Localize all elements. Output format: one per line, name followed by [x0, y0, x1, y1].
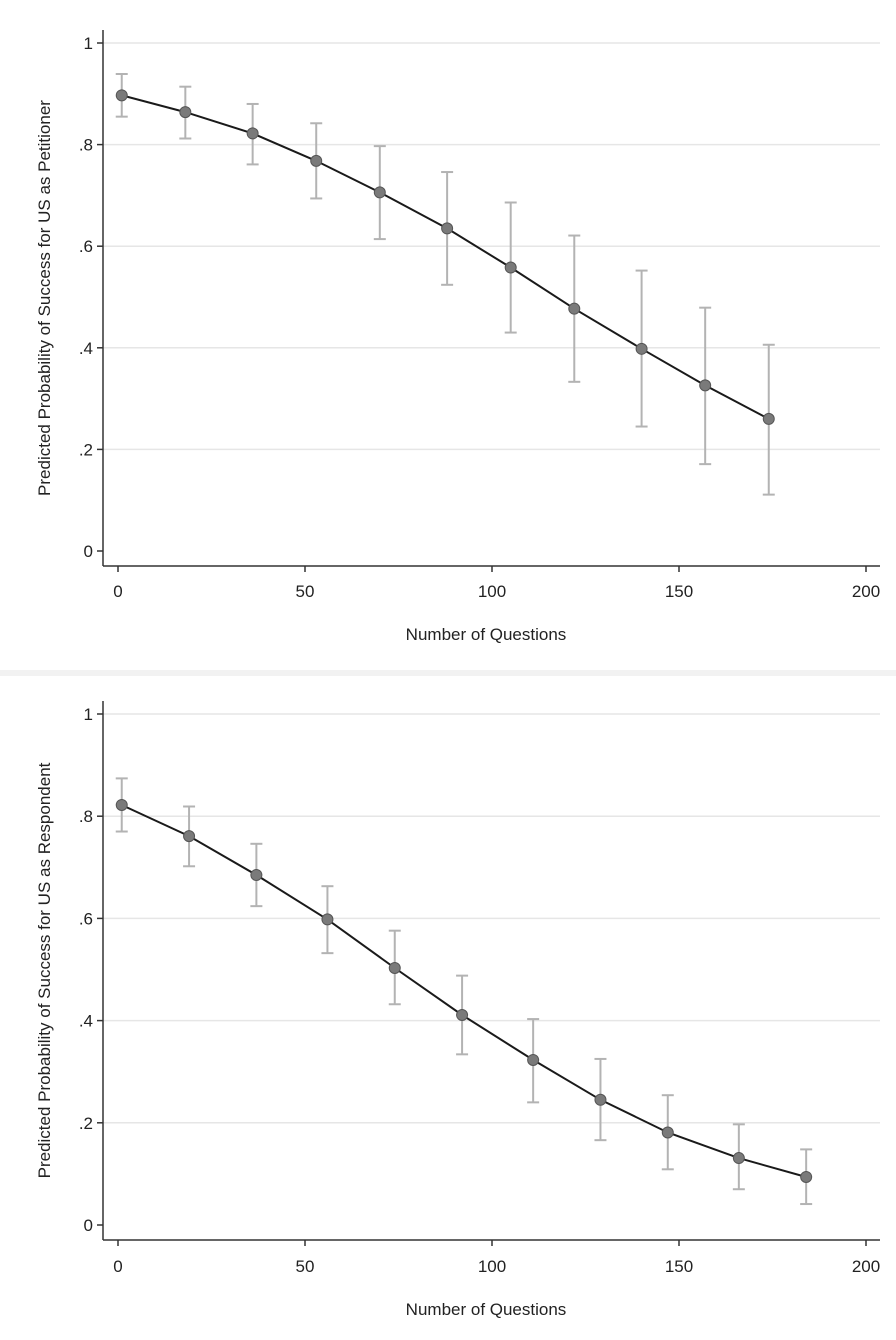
axes [102, 30, 880, 567]
data-point-10 [800, 1170, 813, 1183]
y-tick-label-3: .6 [79, 237, 93, 256]
series-line [121, 804, 807, 1178]
y-tick-label-4: .8 [79, 136, 93, 155]
data-point-3 [321, 913, 334, 926]
data-point-0 [115, 89, 128, 102]
data-points [115, 89, 775, 425]
error-bars [115, 777, 813, 1206]
y-axis-label: Predicted Probability of Success for US … [35, 100, 54, 496]
data-point-7 [568, 302, 581, 315]
y-tick-label-0: 0 [84, 542, 93, 561]
data-points [115, 798, 813, 1183]
y-tick-label-0: 0 [84, 1216, 93, 1235]
data-point-1 [179, 106, 192, 119]
x-tick-label-2: 100 [478, 582, 506, 601]
y-tick-label-2: .4 [79, 1012, 93, 1031]
x-tick-label-0: 0 [113, 1257, 122, 1276]
y-tick-label-5: 1 [84, 34, 93, 53]
data-point-10 [762, 412, 775, 425]
data-point-9 [699, 379, 712, 392]
data-point-6 [504, 261, 517, 274]
y-tick-label-4: .8 [79, 807, 93, 826]
x-tick-label-1: 50 [296, 582, 315, 601]
data-point-8 [661, 1126, 674, 1139]
y-tick-label-5: 1 [84, 705, 93, 724]
grid [103, 713, 880, 1124]
data-point-7 [594, 1093, 607, 1106]
chart-panel-petitioner: 0 .2 .4 .6 .8 1 0 50 100 150 200 Number of Questi… [0, 0, 896, 670]
data-point-4 [373, 186, 386, 199]
y-tick-labels: 0 .2 .4 .6 .8 1 [79, 34, 103, 561]
x-tick-label-1: 50 [296, 1257, 315, 1276]
respondent-chart: 0 .2 .4 .6 .8 1 0 50 100 150 200 Number of Questi… [35, 701, 880, 1319]
data-point-1 [183, 830, 196, 843]
x-tick-label-3: 150 [665, 1257, 693, 1276]
data-point-3 [310, 154, 323, 167]
data-point-4 [388, 961, 401, 974]
error-bars [115, 72, 775, 496]
x-tick-label-0: 0 [113, 582, 122, 601]
x-axis-label: Number of Questions [406, 625, 567, 644]
y-tick-label-3: .6 [79, 909, 93, 928]
petitioner-chart: 0 .2 .4 .6 .8 1 0 50 100 150 200 Number of Questi… [35, 30, 880, 644]
y-tick-labels: 0 .2 .4 .6 .8 1 [79, 705, 103, 1235]
y-tick-label-1: .2 [79, 440, 93, 459]
x-tick-labels: 0 50 100 150 200 [113, 1240, 880, 1276]
data-point-0 [115, 798, 128, 811]
x-tick-label-4: 200 [852, 1257, 880, 1276]
axes [102, 701, 880, 1241]
data-point-5 [456, 1008, 469, 1021]
data-point-2 [250, 868, 263, 881]
x-tick-label-4: 200 [852, 582, 880, 601]
data-point-2 [246, 127, 259, 140]
data-point-5 [441, 222, 454, 235]
grid [103, 42, 880, 451]
x-axis-label: Number of Questions [406, 1300, 567, 1319]
x-tick-label-2: 100 [478, 1257, 506, 1276]
series-line [121, 94, 770, 420]
data-point-9 [732, 1152, 745, 1165]
y-tick-label-2: .4 [79, 339, 93, 358]
data-point-8 [635, 342, 648, 355]
chart-panel-respondent: 0 .2 .4 .6 .8 1 0 50 100 150 200 Number of Questi… [0, 676, 896, 1340]
x-tick-label-3: 150 [665, 582, 693, 601]
y-tick-label-1: .2 [79, 1114, 93, 1133]
x-tick-labels: 0 50 100 150 200 [113, 566, 880, 601]
y-axis-label: Predicted Probability of Success for US … [35, 762, 54, 1178]
data-point-6 [527, 1053, 540, 1066]
